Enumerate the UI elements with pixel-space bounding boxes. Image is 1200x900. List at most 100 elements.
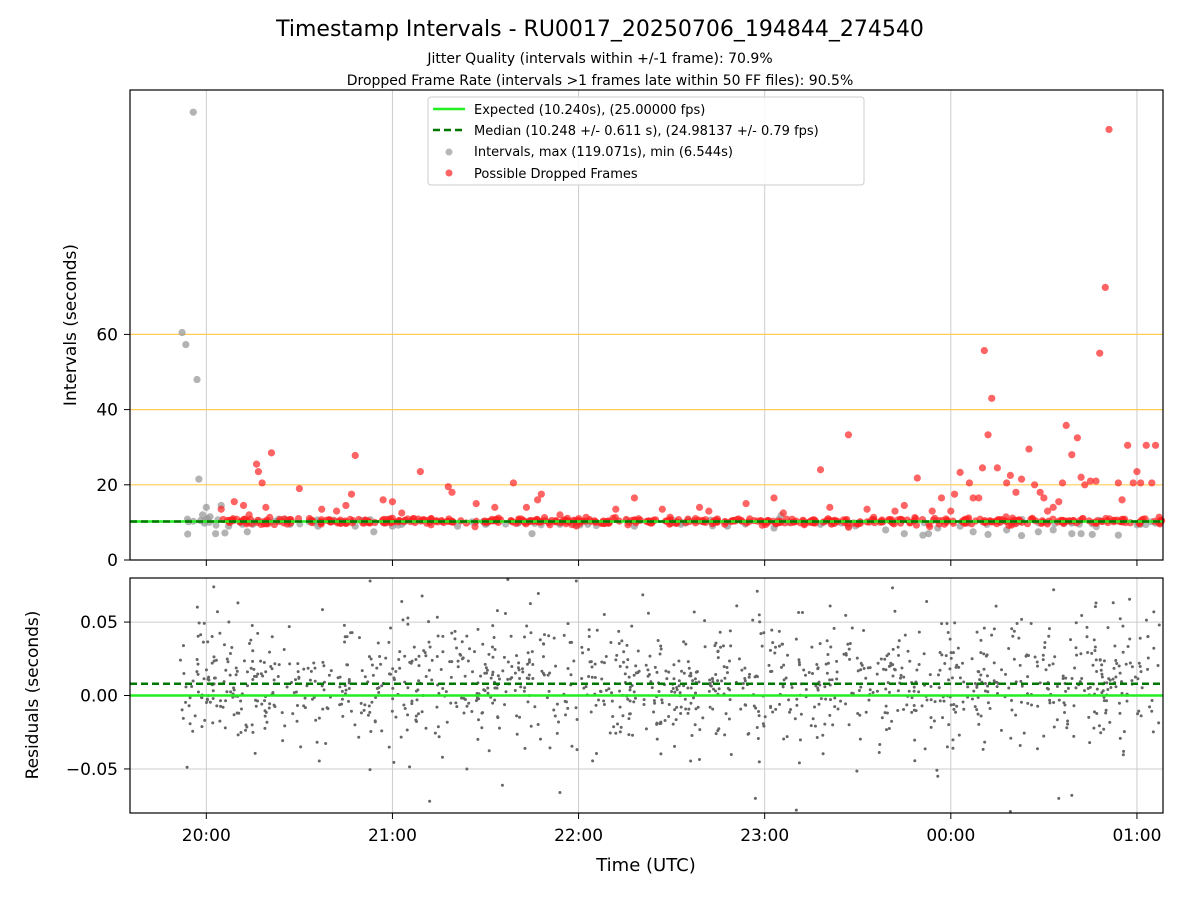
residual-point xyxy=(1064,676,1068,680)
residual-point xyxy=(1109,685,1113,689)
threshold-lines xyxy=(130,333,1163,486)
residuals-y-tick-label: −0.05 xyxy=(66,760,118,780)
residual-point xyxy=(342,623,346,627)
residual-point xyxy=(797,658,801,662)
interval-point xyxy=(243,528,251,536)
dropped-frame-point xyxy=(742,500,750,508)
residual-point xyxy=(1073,666,1077,670)
residual-point xyxy=(251,730,255,734)
residual-point xyxy=(943,662,947,666)
residual-point xyxy=(212,585,216,589)
residual-point xyxy=(252,667,256,671)
dropped-frame-point xyxy=(658,505,666,513)
residual-point xyxy=(552,636,556,640)
legend-box xyxy=(427,96,865,186)
residual-point xyxy=(985,653,989,657)
residual-point xyxy=(675,688,679,692)
residual-point xyxy=(824,662,828,666)
dropped-frame-point xyxy=(1101,283,1109,291)
residual-point xyxy=(1118,671,1122,675)
residual-point xyxy=(208,700,212,704)
residual-point xyxy=(782,663,786,667)
residuals-panel: −0.05 0.00 0.05 20:00 21:00 22:00 23:00 00:00 0… xyxy=(23,577,1164,876)
residual-point xyxy=(249,666,253,670)
residual-point xyxy=(995,680,999,684)
residual-point xyxy=(244,728,248,732)
residual-point xyxy=(249,638,253,642)
residual-point xyxy=(380,729,384,733)
residual-point xyxy=(907,689,911,693)
residual-point xyxy=(436,634,440,638)
residual-point xyxy=(1125,699,1129,703)
residual-point xyxy=(815,736,819,740)
residual-point xyxy=(575,717,579,721)
residual-point xyxy=(972,689,976,693)
residual-point xyxy=(313,679,317,683)
residual-point xyxy=(263,726,267,730)
residual-point xyxy=(476,627,480,631)
residual-point xyxy=(588,660,592,664)
dropped-frame-point xyxy=(980,346,988,355)
legend-intervals-label: Intervals, max (119.071s), min (6.544s) xyxy=(474,145,733,160)
residual-point xyxy=(204,668,208,672)
residual-point xyxy=(1117,664,1121,668)
residual-point xyxy=(755,589,759,593)
residual-point xyxy=(656,638,660,642)
residual-point xyxy=(885,711,889,715)
residual-point xyxy=(646,611,650,615)
residual-point xyxy=(366,713,370,717)
residual-point xyxy=(1018,744,1022,748)
residual-point xyxy=(604,688,608,692)
x-tick-label: 00:00 xyxy=(926,826,975,846)
residual-point xyxy=(782,678,786,682)
residual-point xyxy=(320,608,324,612)
residual-point xyxy=(484,666,488,670)
residual-point xyxy=(828,698,832,702)
residual-point xyxy=(1092,726,1096,730)
residual-point xyxy=(929,698,933,702)
residual-point xyxy=(875,672,879,676)
residual-point xyxy=(697,757,701,761)
dropped-frame-point xyxy=(695,503,704,511)
residual-point xyxy=(673,690,677,694)
residual-point xyxy=(1080,614,1084,618)
residual-point xyxy=(1052,588,1056,592)
intervals-y-tick-label: 60 xyxy=(96,325,118,345)
residual-point xyxy=(406,622,410,626)
residual-point xyxy=(723,676,727,680)
residual-point xyxy=(618,705,622,709)
residual-point xyxy=(885,654,889,658)
residual-point xyxy=(867,698,871,702)
residual-point xyxy=(644,727,648,731)
residual-point xyxy=(370,663,374,667)
residual-point xyxy=(581,651,585,655)
dropped-frame-point xyxy=(912,521,921,529)
residual-point xyxy=(954,665,958,669)
residual-point xyxy=(800,610,804,614)
residual-point xyxy=(219,699,223,703)
residual-point xyxy=(344,688,348,692)
residual-point xyxy=(949,651,953,655)
residual-point xyxy=(510,665,514,669)
interval-point xyxy=(1088,530,1096,539)
residual-point xyxy=(502,655,506,659)
residual-point xyxy=(402,703,406,707)
residual-point xyxy=(903,633,907,637)
residual-point xyxy=(891,586,895,590)
residual-point xyxy=(1102,699,1106,703)
residual-point xyxy=(690,734,694,738)
residual-point xyxy=(1038,681,1042,685)
residual-point xyxy=(684,642,688,646)
residual-point xyxy=(399,735,403,739)
residual-point xyxy=(552,708,556,712)
residual-point xyxy=(184,700,188,704)
residual-point xyxy=(627,733,631,737)
residual-point xyxy=(655,670,659,674)
residual-point xyxy=(410,702,414,706)
residual-point xyxy=(548,671,552,675)
residual-point xyxy=(759,632,763,636)
dropped-frame-point xyxy=(937,494,946,502)
residual-point xyxy=(222,680,226,684)
residual-point xyxy=(277,663,281,667)
residual-point xyxy=(716,649,720,653)
